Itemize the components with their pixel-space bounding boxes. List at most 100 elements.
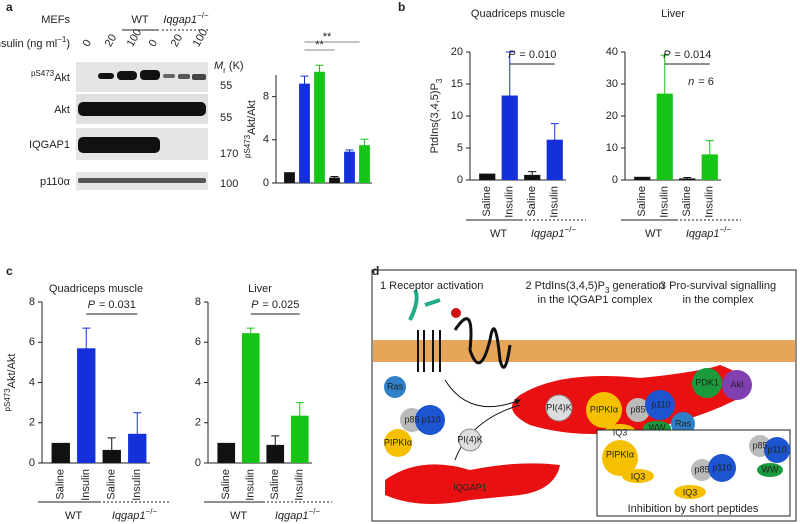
iqgap1: [385, 463, 560, 504]
text-part: WT: [645, 228, 662, 240]
group-label: Iqgap1−/−: [531, 225, 577, 240]
lane-label: 20: [103, 32, 120, 49]
y-tick-label: 0: [457, 174, 463, 186]
bar: [314, 71, 325, 183]
group-label: Iqgap1−/−: [112, 507, 158, 522]
text-part: pS473: [243, 134, 252, 158]
row-label: Akt: [54, 104, 70, 116]
pi4k-node: [458, 428, 482, 452]
text-part: P: [663, 49, 671, 61]
error-bar: [683, 176, 692, 180]
error-bar: [315, 64, 324, 79]
x-tick-label: Saline: [269, 469, 281, 500]
y-tick-label: 8: [195, 296, 201, 308]
panel-letter: b: [398, 0, 405, 14]
band: [140, 70, 160, 80]
y-tick-label: 0: [29, 457, 35, 469]
akt-node: [722, 370, 752, 400]
diagram-label: IQGAP1: [453, 482, 487, 492]
y-tick-label: 30: [606, 78, 618, 90]
chart-title: Quadriceps muscle: [471, 8, 565, 20]
text-part: −/−: [309, 507, 321, 516]
text-part: pS473: [3, 388, 12, 412]
diagram-label: IQ3: [613, 427, 628, 437]
text-part: n: [688, 76, 694, 88]
row-label: pS473Akt: [31, 69, 70, 84]
lane-label: 0: [81, 38, 94, 49]
bar: [329, 177, 340, 183]
diagram-label: Akt: [730, 379, 744, 389]
diagram: [371, 269, 797, 522]
y-tick-label: 2: [29, 417, 35, 429]
significance-label: **: [323, 31, 332, 43]
y-tick-label: 2: [195, 417, 201, 429]
wt-label: WT: [131, 14, 148, 26]
diagram-label: 3 Pro-survival signalling: [660, 280, 776, 292]
x-tick-label: Saline: [681, 186, 693, 217]
bar: [217, 442, 236, 463]
band: [98, 73, 114, 79]
diagram-label: p110: [712, 462, 731, 472]
text-part: P: [88, 299, 96, 311]
iq3-node: [622, 469, 654, 483]
diagram-label: PIPKIα: [590, 404, 618, 414]
y-axis-label: pS473Akt/Akt: [3, 354, 18, 412]
arrow: [454, 404, 521, 461]
y-tick-label: 6: [29, 336, 35, 348]
y-tick-label: 4: [195, 376, 201, 388]
y-tick-label: 15: [451, 78, 463, 90]
chart-title: Liver: [661, 8, 685, 20]
band: [78, 137, 160, 153]
membrane: [373, 340, 795, 362]
text-part: Iqgap1: [163, 14, 197, 26]
p-value: P = 0.014: [663, 49, 711, 61]
p85-node: [691, 459, 713, 481]
y-tick-label: 20: [451, 46, 463, 58]
y-tick-label: 6: [195, 336, 201, 348]
error-bar: [550, 123, 559, 157]
mw-marker: 55: [220, 112, 232, 124]
y-tick-label: 40: [606, 46, 618, 58]
band: [78, 178, 206, 183]
text-part: −/−: [146, 507, 158, 516]
receptor-2: [453, 317, 512, 369]
p-value: P = 0.031: [88, 299, 136, 311]
text-part: MEFs: [41, 14, 70, 26]
error-bar: [360, 138, 369, 152]
y-tick-label: 4: [263, 134, 269, 146]
text-part: r: [223, 66, 226, 75]
x-tick-label: Insulin: [659, 186, 671, 218]
bar: [51, 442, 70, 463]
diagram-label: in the complex: [683, 294, 754, 306]
error-bar: [246, 327, 255, 339]
mw-marker: 100: [220, 178, 238, 190]
group-label: WT: [490, 228, 507, 240]
text-part: P: [251, 299, 259, 311]
diagram-label: Ras: [675, 418, 692, 428]
diagram-label: IQ3: [631, 471, 646, 481]
diagram-frame: [371, 269, 797, 522]
error-bar: [528, 171, 537, 179]
bar: [290, 415, 309, 463]
band: [163, 74, 175, 78]
p-value: P = 0.010: [508, 49, 556, 61]
text-part: PtdIns(3,4,5)P: [429, 83, 441, 153]
row-label: IQGAP1: [29, 139, 70, 151]
diagram-label: WW: [649, 422, 666, 432]
bar: [479, 173, 496, 180]
bar: [241, 333, 260, 463]
error-bar: [345, 149, 354, 154]
group-label: WT: [230, 510, 247, 522]
diagram-label: PIPKIα: [384, 437, 412, 447]
x-tick-label: Saline: [526, 186, 538, 217]
text-part: −/−: [197, 11, 209, 20]
x-tick-label: Insulin: [504, 186, 516, 218]
text-part: WT: [65, 510, 82, 522]
text-part: pS473: [31, 69, 55, 78]
y-tick-label: 0: [612, 174, 618, 186]
ras-node: [384, 376, 406, 398]
row-label: p110α: [40, 176, 71, 188]
p110-node: [708, 454, 736, 482]
text-part: −/−: [565, 225, 577, 234]
text-part: Akt: [54, 104, 70, 116]
